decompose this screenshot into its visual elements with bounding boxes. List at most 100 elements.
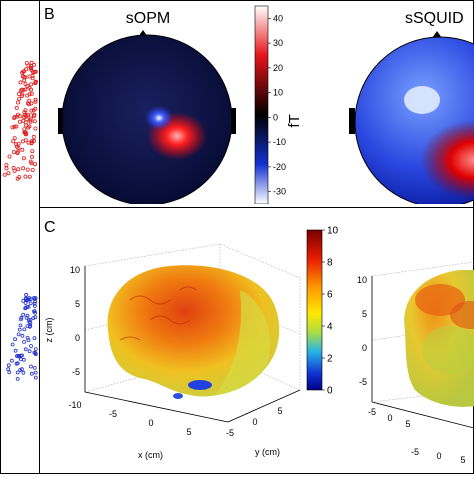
sensor-dot	[26, 63, 31, 68]
sensor-dot	[33, 296, 38, 301]
sensor-dot	[29, 371, 34, 376]
sopm-topomap	[58, 30, 236, 204]
right-x-tick-label: -5	[368, 407, 376, 417]
panel-b-colorbar	[254, 5, 269, 204]
z-tick-label: 0	[75, 333, 80, 343]
sensor-dot	[17, 96, 22, 101]
sensor-dot	[23, 347, 28, 352]
sensor-dot	[25, 335, 30, 340]
sensor-dot	[11, 165, 16, 170]
sensor-dot	[16, 92, 21, 97]
colorbar-c-tick-label: 2	[327, 354, 333, 365]
sensor-dot	[10, 125, 15, 130]
sensor-dot	[7, 154, 12, 159]
sensor-dot	[11, 139, 16, 144]
panel-c-colorbar	[306, 229, 323, 391]
sensor-dot	[13, 337, 18, 342]
sensor-dot	[17, 114, 22, 119]
panel-b-letter: B	[44, 6, 55, 23]
sensor-dot	[31, 316, 36, 321]
sensor-dot	[19, 367, 24, 372]
sensor-dot	[28, 297, 33, 302]
sensor-dot	[33, 370, 38, 375]
sensor-dot	[23, 120, 28, 125]
sensor-dot	[16, 332, 21, 337]
sensor-dot	[27, 74, 32, 79]
sensor-dot	[25, 167, 30, 172]
colorbar-b-tick-label: -20	[273, 162, 286, 172]
sensor-dot	[10, 342, 15, 347]
sensor-dot	[24, 315, 29, 320]
colorbar-b-tick-label: 30	[273, 38, 283, 48]
sensor-dot	[28, 301, 33, 306]
ssquid-title: sSQUID	[405, 10, 464, 27]
right-brain-surface	[404, 270, 474, 407]
y-axis-label: y (cm)	[255, 447, 280, 457]
sensor-dot	[30, 76, 35, 81]
colorbar-b-tick-label: -30	[273, 187, 286, 197]
sensor-dot	[28, 118, 33, 123]
panel-a-sensor-dots	[2, 60, 39, 381]
colorbar-b-tick-label: -10	[273, 137, 286, 147]
sensor-dot	[33, 315, 38, 320]
sensor-dot	[27, 124, 32, 129]
sensor-dot	[15, 100, 20, 105]
right-z-tick-label: 5	[362, 309, 367, 319]
sensor-dot	[24, 298, 29, 303]
sensor-dot	[12, 116, 17, 121]
sensor-dot	[24, 292, 29, 297]
sensor-dot	[33, 299, 37, 304]
z-axis-label: z (cm)	[44, 318, 54, 343]
sensor-dot	[21, 114, 26, 119]
ssquid-topomap	[349, 31, 474, 204]
y-tick-label: -5	[226, 428, 234, 438]
sensor-dot	[25, 324, 30, 329]
sensor-dot	[18, 317, 23, 322]
sensor-dot	[23, 108, 28, 113]
sensor-dot	[31, 134, 36, 139]
sensor-dot	[13, 348, 18, 353]
sensor-dot	[28, 159, 33, 164]
sensor-dot	[23, 87, 28, 92]
sensor-dot	[27, 92, 32, 97]
right-z-tick-label: 10	[357, 275, 367, 285]
sensor-dot	[6, 363, 11, 368]
sensor-dot	[24, 131, 29, 136]
sensor-dot	[21, 87, 26, 92]
sensor-dot	[27, 174, 32, 179]
sensor-dot	[20, 353, 24, 358]
x-axis-label: x (cm)	[138, 450, 163, 460]
right-x-tick-label: 0	[387, 413, 392, 423]
right-y-tick-label: 0	[436, 451, 441, 461]
sensor-dot	[25, 84, 30, 89]
sensor-dot	[23, 75, 28, 80]
x-tick-label: 5	[186, 427, 191, 437]
sensor-dot	[17, 119, 22, 124]
sensor-dot	[26, 338, 31, 343]
sensor-dot	[28, 64, 33, 69]
sensor-dot	[29, 82, 34, 87]
colorbar-c-tick-label: 8	[327, 258, 333, 269]
sensor-dot	[25, 313, 30, 318]
sensor-dot	[21, 312, 26, 317]
sensor-dot	[24, 67, 29, 72]
sensor-dot	[11, 150, 16, 155]
colorbar-unit-label: fT	[286, 114, 303, 127]
sensor-dot	[29, 154, 34, 159]
colorbar-c-tick-label: 0	[327, 386, 333, 397]
sensor-dot	[33, 126, 38, 131]
sensor-dot	[25, 101, 30, 106]
sensor-dot	[32, 301, 37, 306]
sensor-dot	[21, 166, 26, 171]
right-x-tick-label: 5	[405, 419, 410, 429]
y-tick-label: 0	[252, 417, 257, 427]
right-z-tick-label: -5	[359, 377, 367, 387]
sensor-dot	[33, 97, 38, 102]
sensor-dot	[23, 305, 28, 310]
sensor-dot	[9, 358, 14, 363]
sensor-dot	[17, 175, 22, 180]
sensor-dot	[30, 149, 35, 154]
x-tick-label: -10	[68, 400, 81, 410]
colorbar-b-tick-label: 10	[273, 88, 283, 98]
sensor-dot	[16, 141, 21, 146]
